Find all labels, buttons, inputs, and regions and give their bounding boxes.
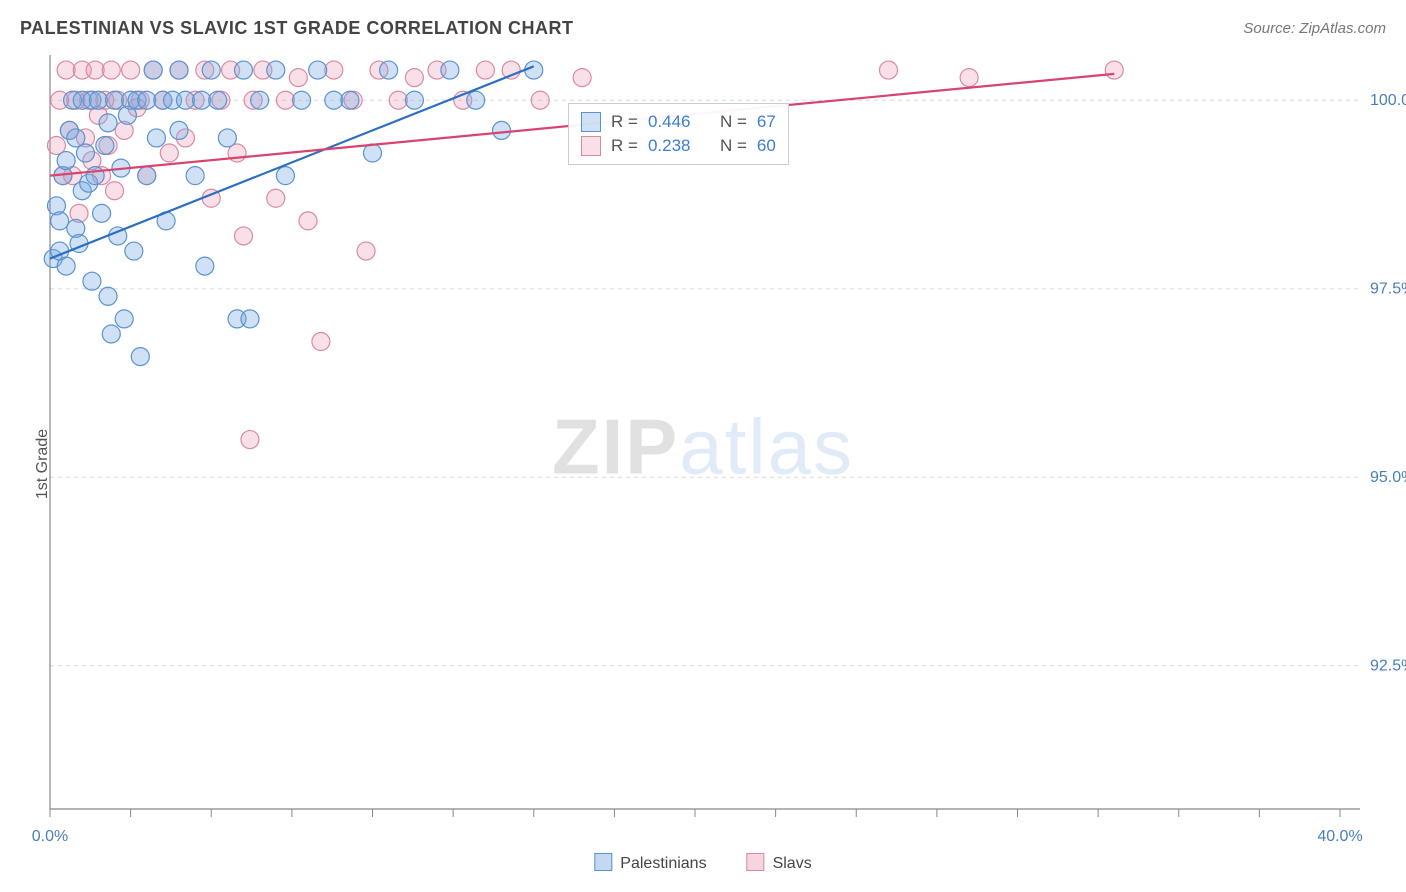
svg-text:100.0%: 100.0%: [1370, 92, 1406, 109]
stats-row: R = 0.238 N = 60: [581, 134, 776, 158]
chart-header: PALESTINIAN VS SLAVIC 1ST GRADE CORRELAT…: [0, 0, 1406, 49]
svg-text:97.5%: 97.5%: [1370, 281, 1406, 298]
svg-text:0.0%: 0.0%: [32, 828, 68, 845]
scatter-plot: 92.5% 95.0% 97.5% 100.0% 0.0% 40.0%: [0, 49, 1406, 879]
svg-text:95.0%: 95.0%: [1370, 469, 1406, 486]
stats-row: R = 0.446 N = 67: [581, 110, 776, 134]
svg-text:92.5%: 92.5%: [1370, 658, 1406, 675]
series-legend: Palestinians Slavs: [594, 853, 811, 873]
svg-text:40.0%: 40.0%: [1317, 828, 1362, 845]
chart-title: PALESTINIAN VS SLAVIC 1ST GRADE CORRELAT…: [20, 18, 574, 39]
chart-area: 1st Grade ZIPatlas 92.5%95.0%97.5%100.0%…: [0, 49, 1406, 879]
stats-legend-box: R = 0.446 N = 67R = 0.238 N = 60: [568, 103, 789, 165]
y-axis-label: 1st Grade: [34, 429, 52, 499]
legend-item: Palestinians: [594, 853, 706, 873]
chart-source: Source: ZipAtlas.com: [1243, 20, 1386, 37]
legend-item: Slavs: [747, 853, 812, 873]
